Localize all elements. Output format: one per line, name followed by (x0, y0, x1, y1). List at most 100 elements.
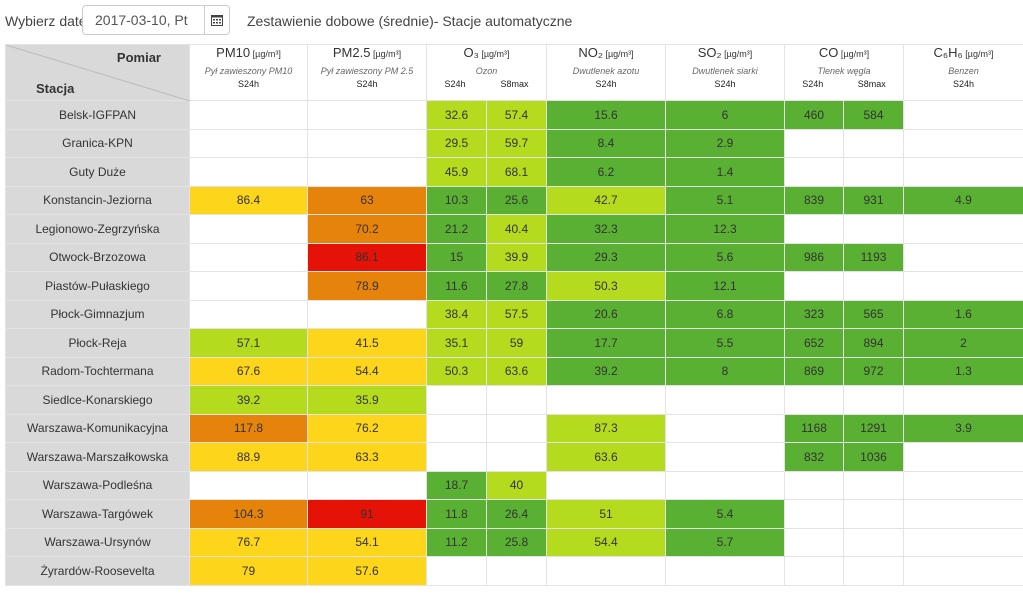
diagonal-line (6, 45, 190, 101)
pollutant-symbol: O₃ (463, 45, 479, 60)
value-cell: 3.9 (903, 413, 1023, 443)
value-cell: 6 (665, 100, 786, 130)
value-cell (903, 470, 1023, 500)
station-name: Żyrardów-Roosevelta (5, 556, 190, 586)
date-toolbar: Wybierz datę: Zestawienie dobowe (średni… (0, 0, 1023, 44)
value-cell: 57.1 (189, 328, 308, 358)
value-cell: 8.4 (546, 128, 667, 158)
value-cell: 35.1 (426, 328, 487, 358)
pollutant-unit: [µg/m³] (370, 49, 402, 59)
pollutant-description: Benzen (948, 66, 979, 76)
value-cell: 21.2 (426, 214, 487, 244)
value-cell (426, 442, 487, 472)
value-cell: 50.3 (426, 356, 487, 386)
pollutant-unit: [µg/m³] (602, 49, 634, 59)
value-cell: 39.2 (546, 356, 667, 386)
value-cell: 54.4 (546, 527, 667, 557)
subheader-label: S8max (857, 79, 886, 89)
value-cell: 18.7 (426, 470, 487, 500)
table-row: Konstancin-Jeziorna 86.4 63 10.3 25.6 42.7 5.1… (5, 185, 1023, 215)
pollutant-name: C₆H₆ [µg/m³] (904, 45, 1023, 62)
value-cell: 59 (485, 328, 548, 358)
pollutant-description: Pył zawieszony PM 2.5 (320, 66, 414, 76)
value-cell: 68.1 (485, 157, 548, 187)
calendar-button[interactable] (204, 5, 230, 35)
value-cell (843, 527, 905, 557)
value-cell: 1168 (784, 413, 845, 443)
table-row: Belsk-IGFPAN 32.6 57.4 15.6 6 460 584 (5, 100, 1023, 130)
date-label: Wybierz datę: (5, 13, 91, 29)
table-row: Warszawa-Marszałkowska 88.9 63.3 63.6 832 103… (5, 442, 1023, 472)
value-cell: 460 (784, 100, 845, 130)
value-cell: 32.3 (546, 214, 667, 244)
pollutant-unit: [µg/m³] (721, 49, 753, 59)
station-name: Legionowo-Zegrzyńska (5, 214, 190, 244)
value-cell: 931 (843, 185, 905, 215)
value-cell: 63.3 (307, 442, 427, 472)
value-cell (903, 128, 1023, 158)
value-cell: 5.6 (665, 242, 786, 272)
value-cell: 35.9 (307, 385, 427, 415)
calendar-icon (211, 15, 223, 26)
value-cell (903, 157, 1023, 187)
value-cell: 11.2 (426, 527, 487, 557)
value-cell (426, 556, 487, 586)
table-row: Siedlce-Konarskiego 39.2 35.9 (5, 385, 1023, 415)
value-cell: 11.6 (426, 271, 487, 301)
value-cell: 1036 (843, 442, 905, 472)
value-cell (784, 214, 845, 244)
table-body: Belsk-IGFPAN 32.6 57.4 15.6 6 460 584 Granica-K… (5, 100, 1023, 586)
header-pollutant: SO₂ [µg/m³] Dwutlenek siarki S24h (665, 44, 786, 101)
value-cell: 5.4 (665, 499, 786, 529)
value-cell (784, 499, 845, 529)
value-cell (189, 128, 308, 158)
pollutant-description: Dwutlenek siarki (692, 66, 758, 76)
value-cell: 6.8 (665, 299, 786, 329)
value-cell: 15.6 (546, 100, 667, 130)
value-cell: 4.9 (903, 185, 1023, 215)
value-cell (546, 385, 667, 415)
pollutant-name: NO₂ [µg/m³] (547, 45, 665, 62)
value-cell (189, 242, 308, 272)
value-cell: 565 (843, 299, 905, 329)
pollutant-name: PM10 [µg/m³] (190, 45, 307, 62)
value-cell: 76.7 (189, 527, 308, 557)
header-corner: Pomiar Stacja (5, 44, 190, 101)
date-input[interactable] (82, 5, 204, 35)
value-cell: 87.3 (546, 413, 667, 443)
pollutant-unit: [µg/m³] (838, 49, 870, 59)
value-cell: 40 (485, 470, 548, 500)
station-name: Siedlce-Konarskiego (5, 385, 190, 415)
value-cell: 5.7 (665, 527, 786, 557)
value-cell: 63 (307, 185, 427, 215)
value-cell (784, 556, 845, 586)
value-cell (189, 470, 308, 500)
station-name: Warszawa-Marszałkowska (5, 442, 190, 472)
value-cell: 10.3 (426, 185, 487, 215)
table-row: Płock-Reja 57.1 41.5 35.1 59 17.7 5.5 652 894 2 (5, 328, 1023, 358)
subheader-label: S24h (714, 79, 736, 89)
pollutant-subheaders: S24h S8max (427, 79, 546, 89)
value-cell (784, 157, 845, 187)
value-cell: 17.7 (546, 328, 667, 358)
value-cell (665, 385, 786, 415)
value-cell: 104.3 (189, 499, 308, 529)
value-cell (189, 214, 308, 244)
header-pollutant: O₃ [µg/m³] Ozon S24h S8max (425, 44, 548, 101)
value-cell: 832 (784, 442, 845, 472)
value-cell: 42.7 (546, 185, 667, 215)
table-row: Warszawa-Komunikacyjna 117.8 76.2 87.3 1168 1… (5, 413, 1023, 443)
value-cell: 27.8 (485, 271, 548, 301)
value-cell (843, 385, 905, 415)
value-cell (665, 470, 786, 500)
station-name: Granica-KPN (5, 128, 190, 158)
value-cell: 2.9 (665, 128, 786, 158)
value-cell: 86.4 (189, 185, 308, 215)
table-row: Warszawa-Ursynów 76.7 54.1 11.2 25.8 54.4 5.7 (5, 527, 1023, 557)
table-row: Płock-Gimnazjum 38.4 57.5 20.6 6.8 323 565 1.6 (5, 299, 1023, 329)
value-cell (843, 214, 905, 244)
pollutant-description: Dwutlenek azotu (572, 66, 640, 76)
value-cell (485, 385, 548, 415)
value-cell: 584 (843, 100, 905, 130)
value-cell: 8 (665, 356, 786, 386)
